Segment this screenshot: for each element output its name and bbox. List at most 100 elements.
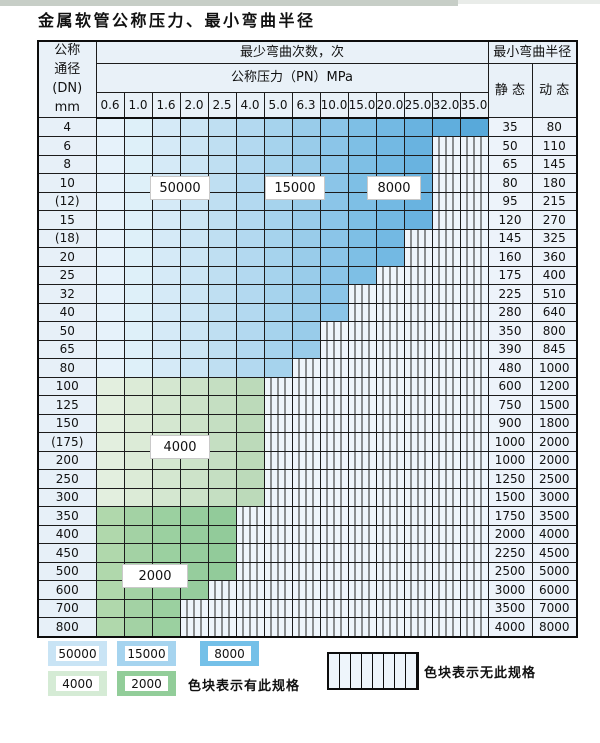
spec-cell-available <box>95 487 125 508</box>
spec-cell-available <box>347 265 377 286</box>
spec-cell-unavailable <box>347 376 377 397</box>
dn-value: 100 <box>37 376 97 397</box>
spec-cell-unavailable <box>459 228 489 249</box>
spec-cell-available <box>151 469 181 489</box>
spec-cell-available <box>235 302 265 323</box>
pressure-col-header: 0.6 <box>95 91 125 119</box>
spec-cell-unavailable <box>263 561 293 582</box>
table-row: 150 900 1800 <box>37 413 578 434</box>
dynamic-radius-value: 3000 <box>531 487 578 508</box>
static-radius-value: 80 <box>487 173 533 193</box>
static-radius-value: 4000 <box>487 617 533 638</box>
spec-cell-available <box>207 561 237 582</box>
spec-cell-unavailable <box>403 321 433 341</box>
spec-cell-unavailable <box>431 432 461 452</box>
spec-cell-unavailable <box>291 617 321 638</box>
dynamic-radius-value: 800 <box>531 321 578 341</box>
spec-cell-unavailable <box>459 358 489 378</box>
spec-cell-available <box>95 561 125 582</box>
dynamic-radius-value: 2000 <box>531 432 578 452</box>
table-row: 25 175 400 <box>37 265 578 286</box>
spec-cell-available <box>319 117 349 138</box>
spec-cell-available <box>179 284 209 304</box>
spec-cell-unavailable <box>291 376 321 397</box>
spec-cell-available <box>291 321 321 341</box>
static-radius-value: 350 <box>487 321 533 341</box>
spec-cell-available <box>95 321 125 341</box>
spec-cell-unavailable <box>291 450 321 471</box>
spec-cell-available <box>95 580 125 600</box>
legend-block-4000: 4000 <box>48 671 107 696</box>
dn-header-line: 公称 <box>54 43 81 58</box>
static-radius-value: 65 <box>487 154 533 175</box>
spec-cell-unavailable <box>319 598 349 619</box>
spec-cell-available <box>151 506 181 526</box>
spec-cell-available <box>123 487 153 508</box>
spec-cell-unavailable <box>375 395 405 415</box>
spec-cell-unavailable <box>319 469 349 489</box>
spec-cell-unavailable <box>459 598 489 619</box>
dn-value: 150 <box>37 413 97 434</box>
table-row: 400 2000 4000 <box>37 524 578 545</box>
pressure-col-header: 1.0 <box>123 91 153 119</box>
spec-cell-available <box>179 265 209 286</box>
spec-cell-unavailable <box>291 598 321 619</box>
spec-cell-unavailable <box>291 358 321 378</box>
spec-cell-available <box>235 432 265 452</box>
spec-cell-unavailable <box>263 506 293 526</box>
page-top-scan-band-light <box>458 0 600 4</box>
spec-cell-available <box>179 228 209 249</box>
spec-cell-available <box>207 432 237 452</box>
zone-label-2000: 2000 <box>122 564 188 588</box>
spec-cell-available <box>235 395 265 415</box>
spec-cell-available <box>207 543 237 563</box>
spec-cell-available <box>403 117 433 138</box>
spec-cell-unavailable <box>319 339 349 360</box>
table-row: 50 350 800 <box>37 321 578 341</box>
spec-cell-available <box>347 117 377 138</box>
spec-cell-available <box>123 284 153 304</box>
dn-value: 450 <box>37 543 97 563</box>
spec-cell-available <box>207 413 237 434</box>
dynamic-radius-value: 7000 <box>531 598 578 619</box>
spec-cell-available <box>123 543 153 563</box>
static-radius-value: 160 <box>487 247 533 267</box>
spec-cell-available <box>95 376 125 397</box>
legend-label-15000: 15000 <box>125 645 168 662</box>
spec-cell-available <box>291 247 321 267</box>
dynamic-radius-value: 2000 <box>531 450 578 471</box>
spec-cell-unavailable <box>403 469 433 489</box>
spec-cell-available <box>235 376 265 397</box>
spec-cell-unavailable <box>235 506 265 526</box>
spec-cell-unavailable <box>403 265 433 286</box>
dn-header-line: (DN) <box>52 80 83 96</box>
static-radius-value: 390 <box>487 339 533 360</box>
pressure-col-header: 20.0 <box>375 91 405 119</box>
spec-cell-unavailable <box>431 247 461 267</box>
spec-cell-available <box>123 358 153 378</box>
table-row: 65 390 845 <box>37 339 578 360</box>
spec-cell-available <box>151 339 181 360</box>
spec-cell-available <box>319 228 349 249</box>
spec-cell-available <box>207 154 237 175</box>
spec-cell-unavailable <box>459 524 489 545</box>
dn-value: 125 <box>37 395 97 415</box>
spec-cell-unavailable <box>179 617 209 638</box>
spec-cell-unavailable <box>263 543 293 563</box>
spec-cell-available <box>375 210 405 230</box>
spec-cell-available <box>207 210 237 230</box>
dynamic-radius-value: 6000 <box>531 580 578 600</box>
spec-cell-unavailable <box>431 561 461 582</box>
spec-cell-unavailable <box>403 617 433 638</box>
dynamic-radius-value: 325 <box>531 228 578 249</box>
spec-cell-unavailable <box>235 543 265 563</box>
spec-cell-available <box>319 284 349 304</box>
spec-cell-unavailable <box>431 358 461 378</box>
spec-cell-unavailable <box>431 265 461 286</box>
spec-cell-unavailable <box>403 506 433 526</box>
spec-cell-available <box>207 302 237 323</box>
spec-cell-unavailable <box>403 358 433 378</box>
spec-cell-unavailable <box>319 617 349 638</box>
spec-cell-unavailable <box>347 469 377 489</box>
static-radius-value: 225 <box>487 284 533 304</box>
